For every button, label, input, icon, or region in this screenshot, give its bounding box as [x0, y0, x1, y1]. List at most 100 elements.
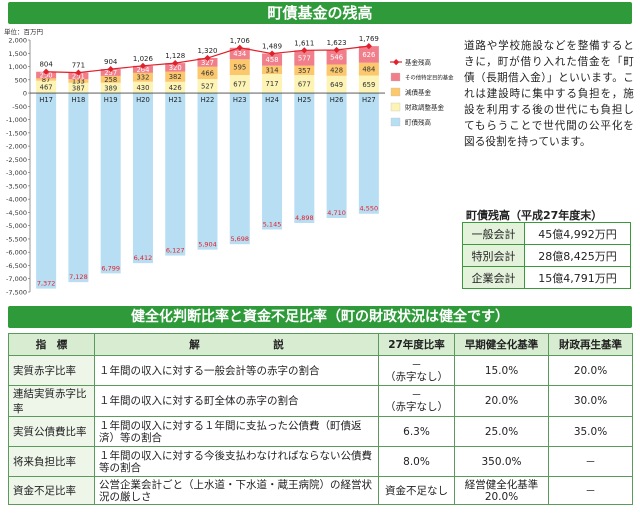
- x-tick-label: H21: [168, 96, 182, 104]
- ratio-h27-value: －: [411, 358, 422, 371]
- other-fund-bar: [358, 46, 379, 63]
- y-tick-label: 1,500: [8, 50, 27, 58]
- fiscal-fund-label: 389: [104, 84, 117, 92]
- debt-bar: [100, 93, 121, 274]
- header-h27: 27年度比率: [378, 333, 455, 356]
- balance-title: 町債残高（平成27年度末）: [466, 209, 603, 222]
- table-row: 実質赤字比率 １年間の収入に対する一般会計等の赤字の割合 －（赤字なし） 15.…: [8, 355, 633, 386]
- legend-label: 基金残高: [405, 58, 432, 67]
- other-fund-bar: [326, 50, 347, 65]
- debt-label: 6,799: [101, 264, 120, 272]
- fiscal-fund-label: 467: [40, 83, 53, 91]
- line-point: [139, 62, 147, 69]
- reduction-fund-bar: [197, 66, 218, 80]
- reduction-fund-label: 258: [104, 76, 117, 84]
- ratio-desc: １年間の収入に対する町全体の赤字の割合: [94, 385, 379, 417]
- fiscal-fund-bar: [294, 75, 315, 94]
- other-fund-label: 257: [104, 69, 117, 77]
- fiscal-fund-bar: [36, 80, 57, 94]
- line-point-label: 804: [39, 61, 53, 69]
- other-fund-label: 626: [362, 51, 375, 59]
- reduction-fund-label: 382: [169, 73, 182, 81]
- fiscal-fund-label: 649: [330, 81, 343, 89]
- line-point: [107, 65, 114, 73]
- balance-label: 一般会計: [462, 222, 525, 245]
- debt-label: 5,904: [198, 241, 217, 249]
- debt-bar: [197, 93, 218, 250]
- ratio-rebuild: 35.0%: [548, 416, 633, 447]
- legend-label: その他特定目的基金: [405, 74, 454, 82]
- ratio-early-value: 20.0%: [484, 490, 519, 503]
- other-fund-label: 251: [72, 72, 85, 80]
- fiscal-fund-label: 527: [201, 83, 214, 91]
- other-fund-bar: [36, 71, 57, 79]
- other-fund-label: 264: [136, 66, 149, 74]
- y-tick-label: 1,000: [8, 63, 27, 71]
- ratio-h27: 8.0%: [378, 446, 455, 477]
- ratio-name: 実質赤字比率: [8, 355, 95, 386]
- fiscal-fund-label: 717: [266, 80, 279, 88]
- ratio-h27-note: （赤字なし）: [385, 370, 448, 383]
- fiscal-fund-label: 430: [136, 84, 149, 92]
- ratio-desc: １年間の収入に対する一般会計等の赤字の割合: [94, 355, 379, 386]
- balance-label: 企業会計: [462, 266, 525, 289]
- ratio-rebuild: 30.0%: [548, 385, 633, 417]
- line-point-label: 1,489: [262, 43, 282, 51]
- ratio-h27: 6.3%: [378, 416, 455, 447]
- reduction-fund-bar: [36, 78, 57, 81]
- reduction-fund-label: 87: [42, 76, 51, 84]
- line-point-label: 1,128: [165, 52, 185, 60]
- y-tick-label: -4,000: [6, 196, 27, 204]
- balance-value: 45億4,992万円: [524, 222, 631, 245]
- balance-value: 28億8,425万円: [524, 244, 631, 267]
- line-point-label: 1,623: [327, 39, 347, 47]
- fiscal-fund-label: 659: [362, 81, 375, 89]
- fiscal-fund-label: 387: [72, 84, 85, 92]
- reduction-fund-bar: [68, 79, 89, 83]
- reduction-fund-label: 314: [266, 66, 279, 74]
- other-fund-bar: [262, 53, 283, 66]
- line-point: [236, 44, 243, 51]
- x-tick-label: H27: [362, 96, 376, 104]
- ratio-rebuild: －: [548, 446, 633, 477]
- legend-swatch: [390, 87, 401, 97]
- reduction-fund-label: 133: [72, 78, 85, 86]
- other-fund-label: 250: [40, 72, 53, 80]
- fiscal-fund-bar: [100, 82, 121, 94]
- other-fund-bar: [294, 50, 315, 66]
- header-explanation: 解 説: [94, 333, 379, 356]
- other-fund-label: 320: [169, 64, 182, 72]
- other-fund-bar: [132, 65, 153, 73]
- fiscal-fund-bar: [358, 75, 379, 94]
- y-tick-label: -3,500: [6, 182, 27, 190]
- reduction-fund-label: 428: [330, 67, 343, 75]
- debt-label: 7,372: [37, 280, 56, 288]
- reduction-fund-bar: [262, 65, 283, 75]
- header-indicator: 指 標: [8, 333, 95, 356]
- ratio-early: 25.0%: [454, 416, 549, 447]
- line-point: [75, 69, 82, 76]
- balance-label: 特別会計: [462, 244, 525, 267]
- debt-label: 6,412: [134, 254, 153, 262]
- ratios-table: 指 標 解 説 27年度比率 早期健全化基準 財政再生基準 実質赤字比率 １年間…: [8, 333, 633, 505]
- debt-label: 7,128: [69, 273, 88, 281]
- unit-label: 単位：百万円: [4, 27, 43, 36]
- debt-label: 5,145: [263, 221, 282, 229]
- ratios-banner-title: 健全化判断比率と資金不足比率（町の財政状況は健全です）: [8, 306, 632, 328]
- other-fund-label: 434: [233, 50, 246, 58]
- ratio-name: 連結実質赤字比率: [8, 385, 95, 417]
- balance-value: 15億4,791万円: [524, 266, 631, 289]
- other-fund-label: 458: [266, 56, 279, 64]
- debt-bar: [165, 93, 186, 256]
- fiscal-fund-bar: [68, 82, 89, 94]
- legend-label: 財政調整基金: [405, 103, 445, 112]
- line-point-label: 1,706: [230, 37, 251, 45]
- header-early: 早期健全化基準: [454, 333, 549, 356]
- debt-bar: [132, 93, 153, 264]
- ratio-h27-value: －: [411, 389, 422, 401]
- balance-row: 企業会計 15億4,791万円: [462, 266, 631, 289]
- fiscal-fund-label: 677: [298, 81, 311, 89]
- reduction-fund-bar: [100, 75, 121, 83]
- ratio-desc: １年間の収入に対する１年間に支払った公債費（町債返済）等の割合: [94, 416, 379, 447]
- legend-swatch: [390, 102, 401, 112]
